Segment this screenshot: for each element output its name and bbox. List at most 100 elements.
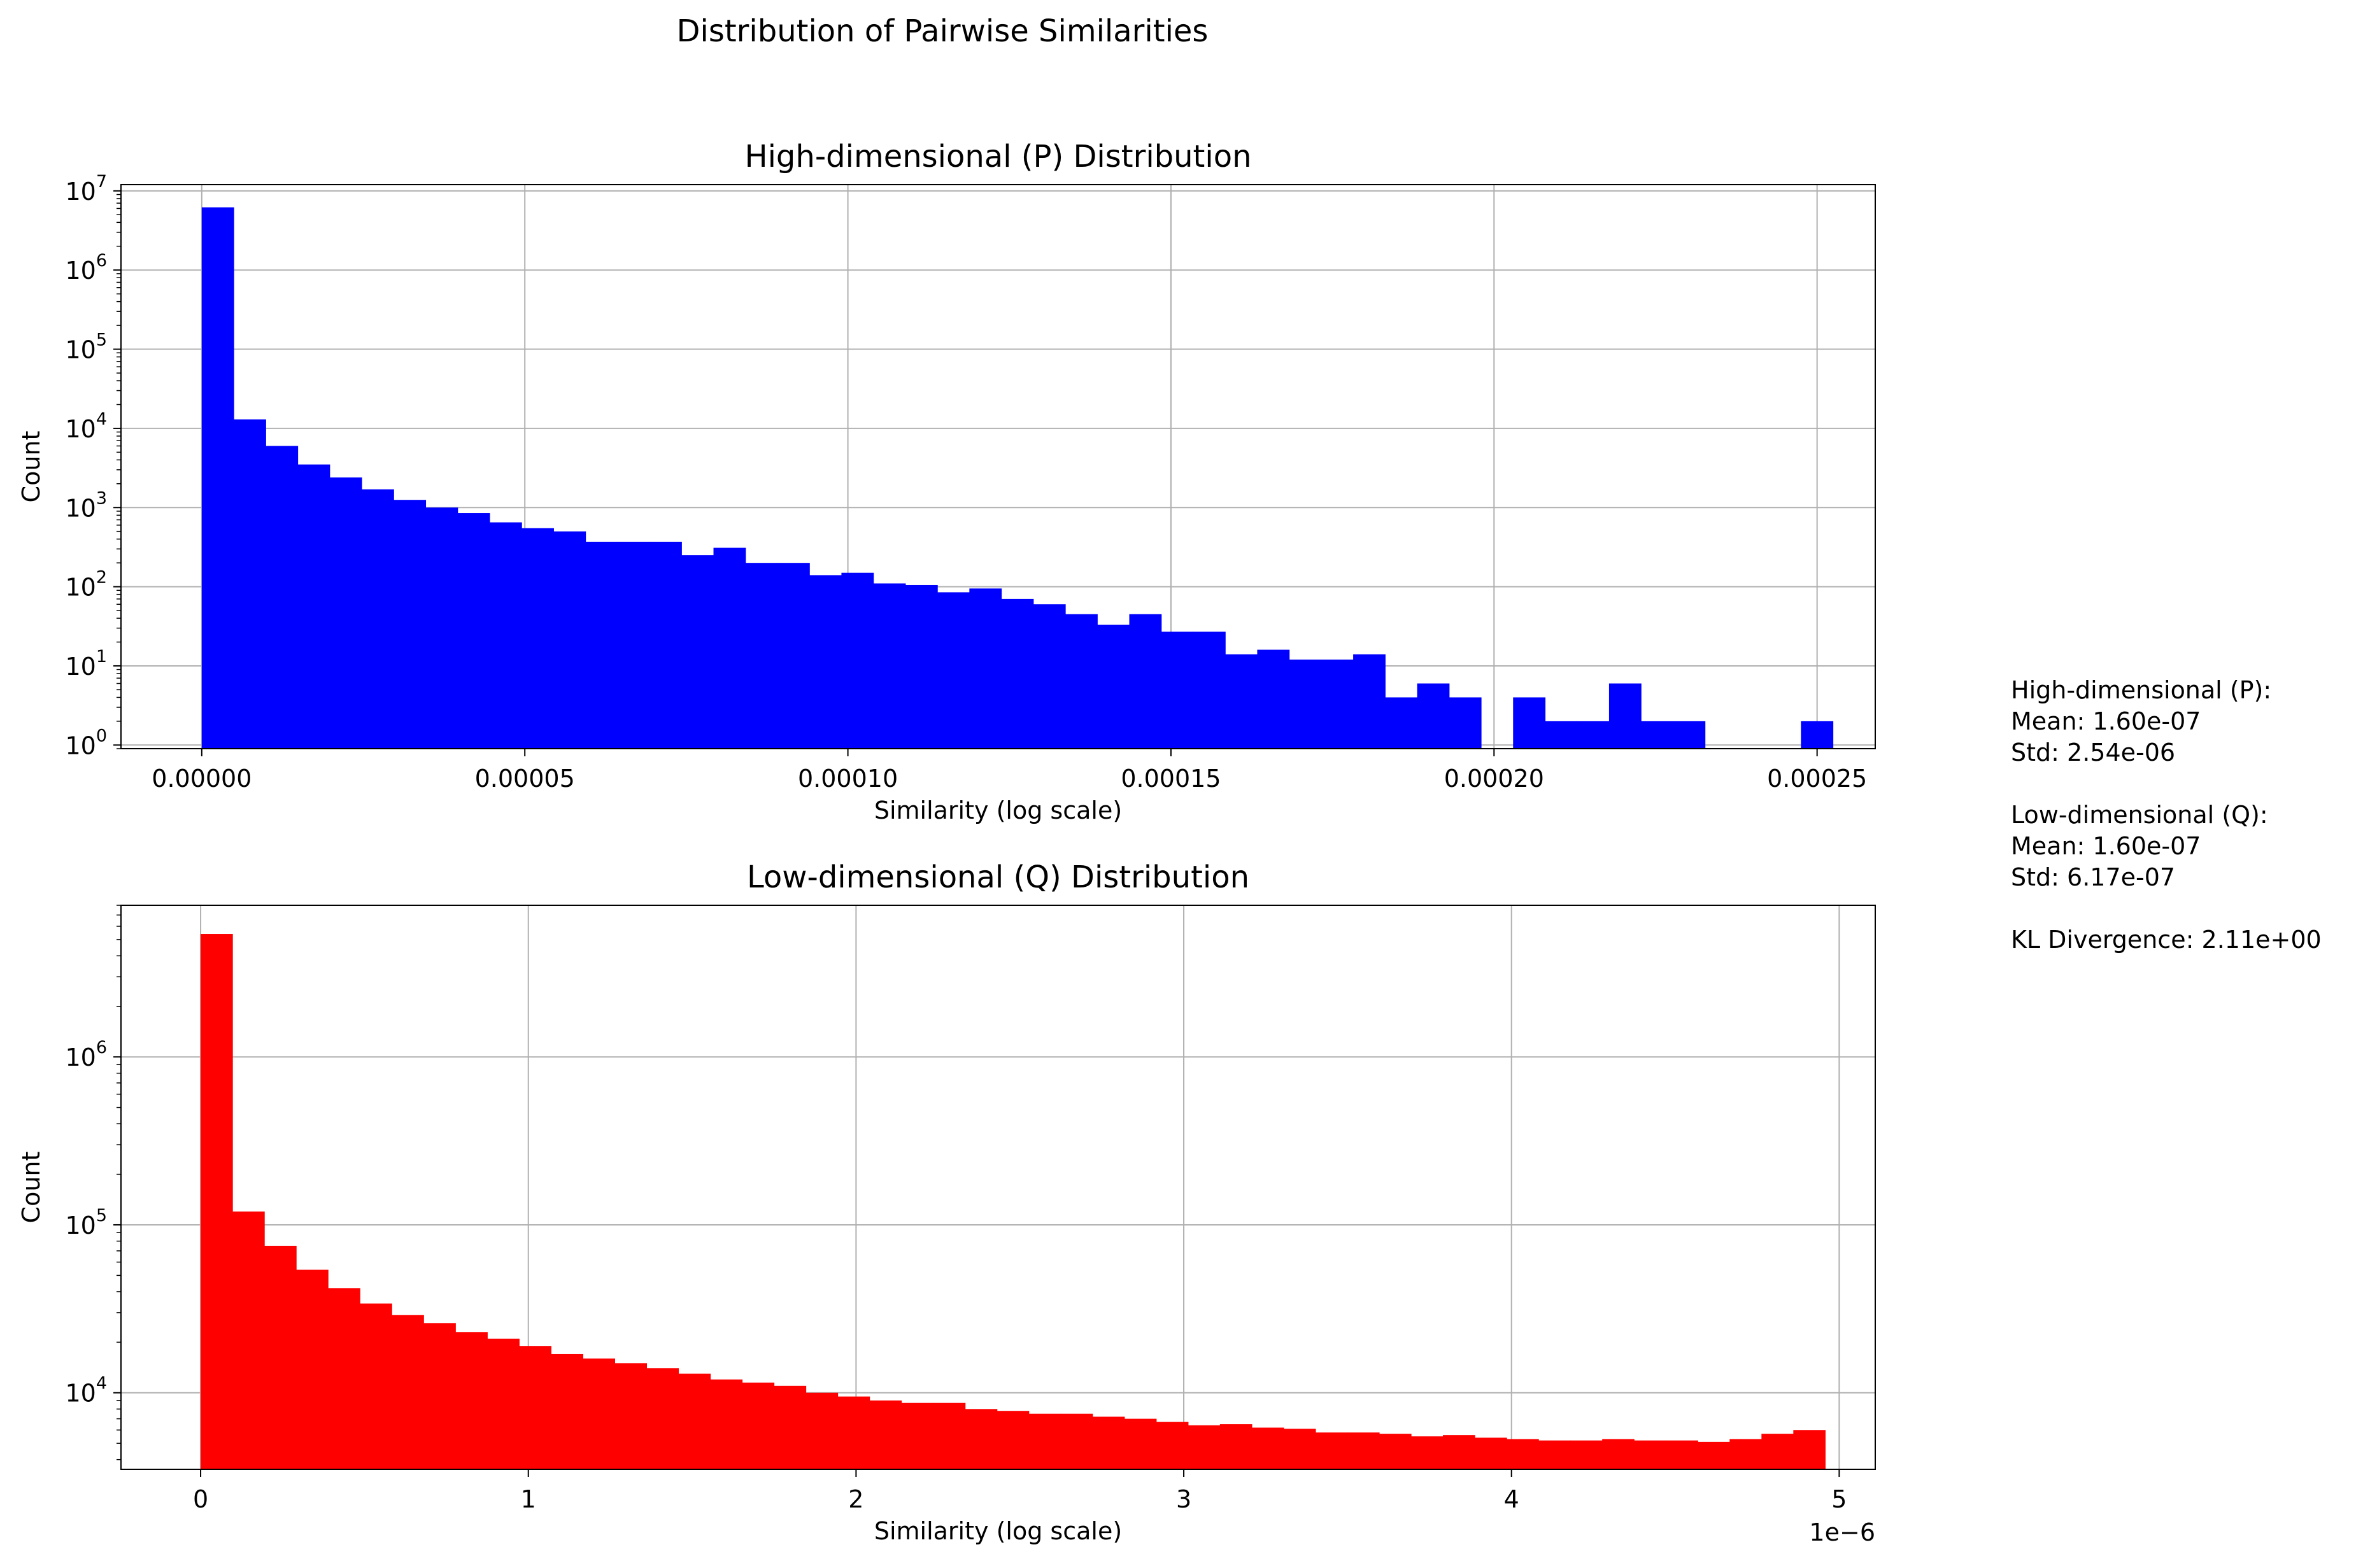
p-histogram-bar: [1673, 721, 1706, 749]
p-histogram-bar: [1321, 660, 1354, 749]
q-axes-frame: [120, 905, 1876, 1470]
q-ticks: 0 1 2 3 4 5 104 105 106: [65, 905, 1847, 1513]
p-y-tick-label: 105: [65, 330, 107, 364]
q-x-tick-label: 4: [1504, 1485, 1519, 1513]
stats-line: KL Divergence: 2.11e+00: [2011, 926, 2322, 954]
q-histogram-bar: [519, 1346, 551, 1469]
q-chart-title: Low-dimensional (Q) Distribution: [747, 859, 1249, 895]
p-histogram-bar: [394, 500, 427, 749]
q-histogram-bar: [646, 1368, 679, 1469]
p-x-tick-label: 0.00015: [1121, 765, 1221, 793]
p-histogram-bar: [905, 584, 938, 749]
q-histogram-bar: [1666, 1440, 1698, 1469]
q-histogram-bar: [583, 1358, 615, 1469]
q-histogram-bar: [1793, 1430, 1826, 1469]
p-histogram-bar: [777, 563, 810, 749]
p-y-tick-label: 101: [65, 647, 107, 681]
q-histogram-bar: [901, 1402, 934, 1469]
q-histogram-bar: [933, 1402, 966, 1469]
q-histogram-bar: [774, 1385, 807, 1469]
p-distribution-chart: 0.00000 0.00005 0.00010 0.00015 0.00020 0.000…: [17, 139, 1876, 824]
q-x-tick-label: 1: [521, 1485, 536, 1513]
p-histogram-bar: [1385, 697, 1418, 749]
p-histogram-bar: [969, 588, 1002, 749]
p-x-tick-label: 0.00005: [475, 765, 575, 793]
q-histogram-bar: [1283, 1429, 1316, 1469]
p-histogram-bar: [1641, 721, 1673, 749]
figure-title: Distribution of Pairwise Similarities: [677, 13, 1209, 49]
q-histogram-bar: [1538, 1440, 1571, 1469]
p-histogram-bar: [1225, 654, 1258, 749]
q-histogram-bar: [1156, 1422, 1189, 1469]
p-grid: [121, 185, 1875, 749]
q-histogram-bar: [1507, 1439, 1539, 1469]
q-histogram-bar: [1315, 1432, 1348, 1469]
p-histogram-bar: [1417, 683, 1450, 749]
p-histogram-bar: [873, 583, 906, 749]
p-histogram-bar: [1289, 660, 1322, 749]
q-histogram-bar: [1060, 1413, 1093, 1469]
q-histogram-bar: [1475, 1437, 1507, 1469]
p-y-tick-label: 103: [65, 488, 107, 522]
q-histogram-bar: [423, 1323, 456, 1469]
p-histogram-bar: [1577, 721, 1610, 749]
stats-panel: High-dimensional (P): Mean: 1.60e-07 Std: …: [2011, 676, 2322, 954]
q-histogram-bar: [1443, 1435, 1475, 1469]
p-axes-frame: [120, 184, 1876, 749]
q-distribution-chart: 0 1 2 3 4 5 104 105 106 Low-dimensional (Q) Dist…: [17, 859, 1876, 1546]
q-histogram-bar: [965, 1409, 998, 1469]
p-ticks: 0.00000 0.00005 0.00010 0.00015 0.00020 0.000…: [65, 172, 1867, 793]
q-histogram-bar: [1124, 1418, 1157, 1469]
q-histogram-bar: [614, 1363, 648, 1469]
p-histogram-bar: [522, 528, 554, 749]
q-y-tick-label: 106: [65, 1038, 107, 1071]
q-y-axis-label: Count: [17, 1152, 45, 1224]
p-histogram-bar: [713, 547, 746, 749]
q-y-tick-label: 105: [65, 1206, 107, 1240]
p-histogram-bar: [1545, 721, 1578, 749]
p-histogram-bar: [1097, 625, 1130, 749]
q-histogram-bar: [1347, 1432, 1380, 1469]
stats-line: Mean: 1.60e-07: [2011, 832, 2201, 860]
q-histogram-bar: [837, 1396, 870, 1469]
p-histogram-bar: [1449, 697, 1482, 749]
p-y-tick-label: 100: [65, 726, 107, 759]
p-histogram-bar: [1257, 649, 1290, 749]
q-histogram-bar: [1251, 1427, 1284, 1469]
q-x-tick-label: 5: [1831, 1485, 1847, 1513]
p-bars: [201, 207, 1834, 749]
q-histogram-bar: [1188, 1425, 1221, 1469]
p-histogram-bar: [585, 541, 618, 749]
p-histogram-bar: [1193, 632, 1226, 749]
p-histogram-bar: [1001, 598, 1034, 749]
p-histogram-bar: [649, 541, 682, 749]
q-histogram-bar: [1219, 1424, 1252, 1469]
q-histogram-bar: [1570, 1440, 1603, 1469]
q-x-tick-label: 2: [848, 1485, 863, 1513]
q-histogram-bar: [328, 1288, 360, 1469]
p-x-tick-label: 0.00000: [152, 765, 252, 793]
q-x-offset-label: 1e−6: [1809, 1518, 1875, 1546]
stats-line: High-dimensional (P):: [2011, 676, 2271, 704]
q-histogram-bar: [264, 1245, 297, 1469]
p-histogram-bar: [1065, 614, 1098, 749]
p-histogram-bar: [489, 522, 522, 749]
stats-line: Mean: 1.60e-07: [2011, 707, 2201, 735]
p-histogram-bar: [1801, 721, 1834, 749]
q-histogram-bar: [805, 1392, 839, 1469]
p-histogram-bar: [1608, 683, 1642, 749]
q-histogram-bar: [296, 1269, 329, 1469]
q-histogram-bar: [392, 1315, 424, 1469]
p-histogram-bar: [617, 541, 650, 749]
q-histogram-bar: [487, 1338, 520, 1469]
q-histogram-bar: [1698, 1441, 1730, 1469]
q-histogram-bar: [742, 1382, 775, 1469]
p-histogram-bar: [745, 563, 778, 749]
p-histogram-bar: [1513, 697, 1546, 749]
q-histogram-bar: [1379, 1434, 1412, 1469]
stats-line: Std: 2.54e-06: [2011, 738, 2175, 766]
q-histogram-bar: [1411, 1436, 1444, 1469]
p-histogram-bar: [1129, 614, 1162, 749]
p-x-tick-label: 0.00020: [1444, 765, 1544, 793]
q-histogram-bar: [869, 1400, 902, 1469]
